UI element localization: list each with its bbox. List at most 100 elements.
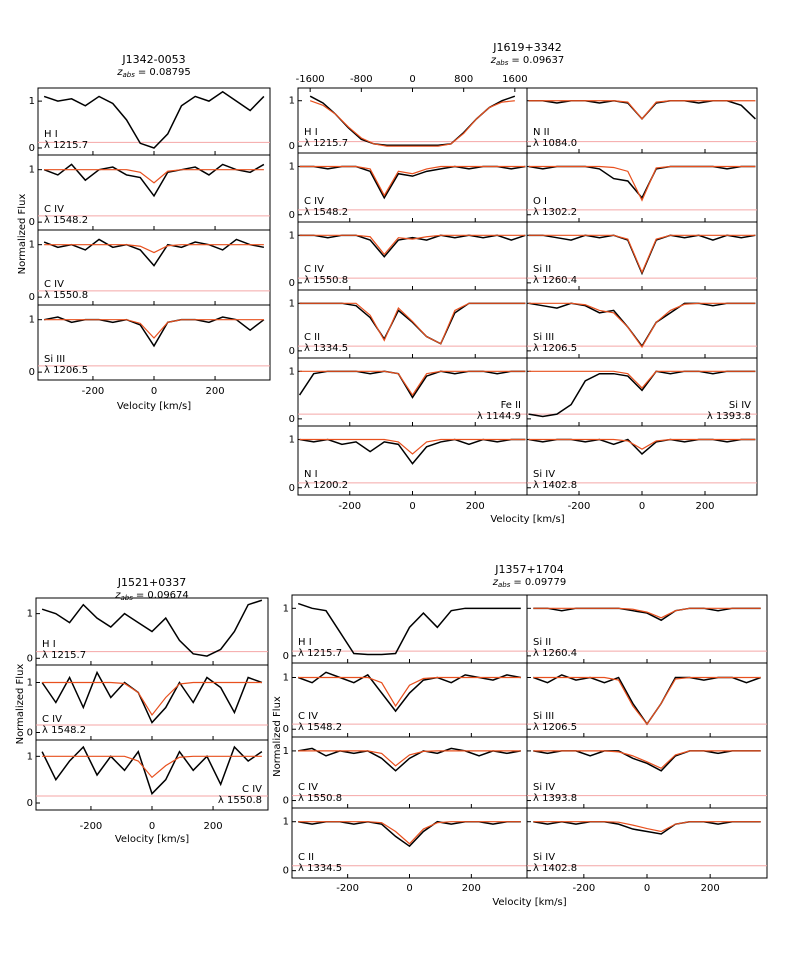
model-fit [309, 100, 515, 147]
line-label: λ 1260.4 [533, 648, 577, 659]
chart-title: J1619+3342 [492, 41, 561, 54]
model-fit [528, 234, 756, 274]
flux-spectrum [528, 165, 756, 200]
y-tick-label: 0 [27, 798, 33, 809]
line-label: λ 1548.2 [298, 722, 342, 733]
ion-label: C IV [304, 196, 324, 207]
x-tick-label: -200 [80, 821, 103, 832]
z-symbol: z [114, 590, 121, 601]
y-tick-label: 0 [283, 866, 289, 877]
z-value: = 0.09779 [513, 577, 566, 588]
ion-label: Si IV [729, 400, 751, 411]
flux-spectrum [297, 671, 521, 713]
line-label: λ 1302.2 [533, 207, 577, 218]
y-tick-label: 1 [29, 315, 35, 326]
model-fit [528, 165, 756, 202]
line-label: λ 1402.8 [533, 480, 577, 491]
ion-label: H I [304, 127, 318, 138]
line-label: λ 1550.8 [218, 795, 262, 806]
flux-spectrum [528, 99, 756, 121]
ion-label: C IV [242, 784, 262, 795]
ion-label: Si III [44, 354, 65, 365]
line-label: λ 1550.8 [44, 290, 88, 301]
y-tick-label: 0 [289, 278, 295, 289]
model-fit [299, 302, 526, 345]
flux-spectrum [299, 302, 526, 345]
y-axis-label: Normalized Flux [272, 696, 283, 777]
y-tick-label: 1 [289, 366, 295, 377]
model-fit [528, 100, 756, 120]
model-fit [528, 370, 756, 389]
y-tick-label: 1 [283, 672, 289, 683]
redshift-label: zabs = 0.08795 [116, 67, 191, 79]
flux-spectrum [528, 302, 756, 348]
ion-label: Si II [533, 637, 551, 648]
line-label: λ 1402.8 [533, 863, 577, 874]
model-fit [44, 244, 264, 254]
top-x-tick-label: 1600 [502, 74, 527, 85]
line-label: λ 1206.5 [533, 343, 577, 354]
flux-spectrum [299, 165, 526, 200]
ion-label: C II [298, 852, 314, 863]
x-tick-label: 200 [695, 501, 714, 512]
model-fit [42, 681, 262, 717]
line-label: λ 1215.7 [298, 648, 342, 659]
x-axis-label: Velocity [km/s] [117, 401, 191, 412]
ion-label: Si III [533, 711, 554, 722]
y-tick-label: 0 [289, 483, 295, 494]
line-label: λ 1548.2 [42, 725, 86, 736]
y-tick-label: 1 [289, 298, 295, 309]
flux-spectrum [528, 234, 756, 276]
model-fit [533, 750, 761, 769]
ion-label: Si III [533, 332, 554, 343]
ion-label: N II [533, 127, 550, 138]
z-symbol: z [116, 67, 123, 78]
y-tick-label: 1 [29, 240, 35, 251]
y-tick-label: 1 [289, 162, 295, 173]
ion-label: C IV [298, 782, 318, 793]
x-tick-label: 0 [151, 386, 157, 397]
y-tick-label: 1 [27, 751, 33, 762]
y-tick-label: 0 [289, 414, 295, 425]
x-tick-label: 200 [204, 821, 223, 832]
flux-spectrum [528, 370, 756, 418]
flux-spectrum [533, 674, 761, 726]
z-symbol: z [490, 55, 497, 66]
y-tick-label: 1 [29, 96, 35, 107]
line-label: λ 1200.2 [304, 480, 348, 491]
ion-label: Si IV [533, 469, 555, 480]
x-tick-label: 0 [406, 883, 412, 894]
y-tick-label: 0 [29, 143, 35, 154]
x-tick-label: -200 [572, 883, 595, 894]
y-tick-label: 1 [289, 96, 295, 107]
y-tick-label: 0 [289, 210, 295, 221]
line-label: λ 1334.5 [298, 863, 342, 874]
x-axis-label: Velocity [km/s] [490, 514, 564, 525]
model-fit [528, 302, 756, 349]
model-fit [298, 750, 521, 767]
y-tick-label: 1 [289, 230, 295, 241]
flux-spectrum [533, 607, 761, 622]
ion-label: N I [304, 469, 318, 480]
z-subscript: abs [498, 581, 511, 589]
ion-label: H I [42, 639, 56, 650]
z-value: = 0.08795 [138, 67, 191, 78]
model-fit [298, 676, 521, 708]
model-fit [299, 234, 526, 256]
line-label: λ 1260.4 [533, 275, 577, 286]
flux-spectrum [299, 438, 526, 465]
flux-spectrum [533, 750, 761, 772]
y-tick-label: 0 [283, 796, 289, 807]
z-value: = 0.09674 [136, 590, 189, 601]
chart-title: J1521+0337 [117, 576, 186, 589]
redshift-label: zabs = 0.09674 [114, 590, 189, 602]
flux-spectrum [43, 163, 265, 198]
redshift-label: zabs = 0.09637 [490, 55, 565, 67]
line-label: λ 1548.2 [304, 207, 348, 218]
ion-label: C IV [298, 711, 318, 722]
y-tick-label: 1 [289, 435, 295, 446]
flux-spectrum [41, 670, 263, 724]
line-label: λ 1084.0 [533, 138, 577, 149]
line-label: λ 1548.2 [44, 215, 88, 226]
model-fit [44, 169, 264, 184]
